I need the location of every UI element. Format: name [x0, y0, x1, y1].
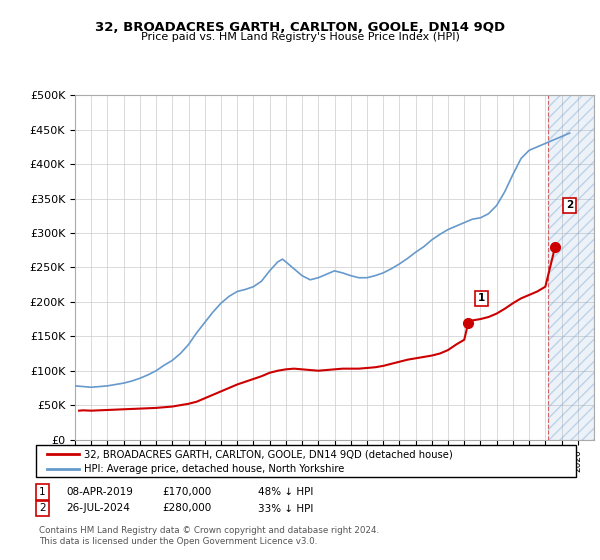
Text: 32, BROADACRES GARTH, CARLTON, GOOLE, DN14 9QD (detached house): 32, BROADACRES GARTH, CARLTON, GOOLE, DN…	[84, 449, 453, 459]
Text: £170,000: £170,000	[162, 487, 211, 497]
Text: HPI: Average price, detached house, North Yorkshire: HPI: Average price, detached house, Nort…	[84, 464, 344, 474]
Bar	[548, 95, 594, 440]
Text: 08-APR-2019: 08-APR-2019	[66, 487, 133, 497]
Text: Contains HM Land Registry data © Crown copyright and database right 2024.
This d: Contains HM Land Registry data © Crown c…	[39, 526, 379, 546]
Text: 2: 2	[39, 503, 46, 514]
Text: 1: 1	[39, 487, 46, 497]
Text: Price paid vs. HM Land Registry's House Price Index (HPI): Price paid vs. HM Land Registry's House …	[140, 32, 460, 43]
Text: 33% ↓ HPI: 33% ↓ HPI	[258, 503, 313, 514]
Text: 2: 2	[566, 200, 573, 211]
Text: 32, BROADACRES GARTH, CARLTON, GOOLE, DN14 9QD: 32, BROADACRES GARTH, CARLTON, GOOLE, DN…	[95, 21, 505, 34]
Text: 26-JUL-2024: 26-JUL-2024	[66, 503, 130, 514]
Text: £280,000: £280,000	[162, 503, 211, 514]
Text: 1: 1	[478, 293, 485, 304]
Text: 48% ↓ HPI: 48% ↓ HPI	[258, 487, 313, 497]
Bar	[548, 95, 594, 440]
